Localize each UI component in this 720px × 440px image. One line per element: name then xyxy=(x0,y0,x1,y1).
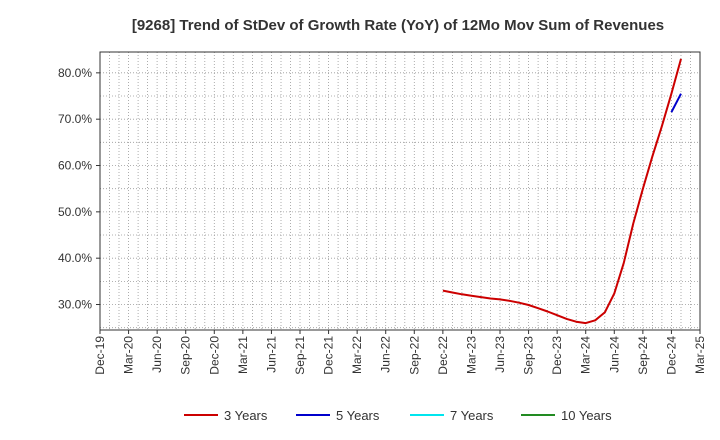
x-tick-label: Dec-22 xyxy=(436,336,450,375)
x-tick-label: Jun-23 xyxy=(493,336,507,373)
series-lines xyxy=(442,58,682,325)
y-tick-label: 30.0% xyxy=(58,298,92,312)
plot-border xyxy=(99,51,701,331)
x-tick-label: Sep-22 xyxy=(407,336,421,375)
y-tick-label: 40.0% xyxy=(58,251,92,265)
x-tick-label: Dec-23 xyxy=(550,336,564,375)
x-tick-label: Dec-19 xyxy=(93,336,107,375)
legend: 3 Years 5 Years 7 Years 10 Years xyxy=(184,408,612,423)
series-line-3-years xyxy=(442,58,682,325)
series-line-5-years xyxy=(670,93,682,113)
legend-label: 5 Years xyxy=(336,408,380,423)
y-tick-label: 50.0% xyxy=(58,205,92,219)
chart-title: [9268] Trend of StDev of Growth Rate (Yo… xyxy=(132,17,664,34)
x-tick-label: Mar-24 xyxy=(579,336,593,374)
x-tick-label: Mar-20 xyxy=(122,336,136,374)
x-tick-label: Dec-24 xyxy=(664,336,678,375)
x-tick-label: Sep-23 xyxy=(522,336,536,375)
x-tick-label: Sep-20 xyxy=(179,336,193,375)
x-tick-label: Jun-20 xyxy=(150,336,164,373)
y-tick-label: 60.0% xyxy=(58,159,92,173)
x-tick-label: Sep-24 xyxy=(636,336,650,375)
y-axis-ticks: 30.0% 40.0% 50.0% 60.0% 70.0% 80.0% xyxy=(58,66,100,312)
legend-label: 7 Years xyxy=(450,408,494,423)
grid xyxy=(100,52,700,330)
x-axis-ticks: Dec-19 Mar-20 Jun-20 Sep-20 Dec-20 Mar-21 Jun-… xyxy=(93,330,707,375)
x-tick-label: Dec-21 xyxy=(322,336,336,375)
y-tick-label: 80.0% xyxy=(58,66,92,80)
x-tick-label: Mar-25 xyxy=(693,336,707,374)
x-tick-label: Mar-21 xyxy=(236,336,250,374)
x-tick-label: Jun-24 xyxy=(607,336,621,373)
legend-label: 10 Years xyxy=(561,408,612,423)
plot-area xyxy=(100,52,700,330)
y-tick-label: 70.0% xyxy=(58,112,92,126)
x-tick-label: Dec-20 xyxy=(207,336,221,375)
x-tick-label: Mar-22 xyxy=(350,336,364,374)
x-tick-label: Jun-22 xyxy=(379,336,393,373)
x-tick-label: Sep-21 xyxy=(293,336,307,375)
x-tick-label: Mar-23 xyxy=(464,336,478,374)
x-tick-label: Jun-21 xyxy=(264,336,278,373)
legend-label: 3 Years xyxy=(224,408,268,423)
